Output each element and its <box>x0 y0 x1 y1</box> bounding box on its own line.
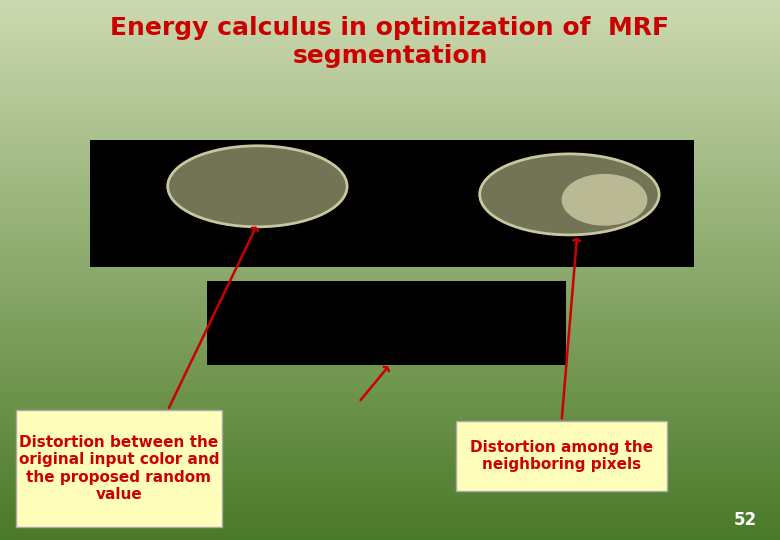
Bar <box>207 281 566 364</box>
Ellipse shape <box>562 174 647 226</box>
Ellipse shape <box>480 154 659 235</box>
Text: Energy calculus in optimization of  MRF
segmentation: Energy calculus in optimization of MRF s… <box>111 16 669 68</box>
Ellipse shape <box>168 146 347 227</box>
FancyBboxPatch shape <box>456 421 667 491</box>
Text: Distortion among the
neighboring pixels: Distortion among the neighboring pixels <box>470 440 653 472</box>
FancyBboxPatch shape <box>16 410 222 526</box>
Text: 52: 52 <box>733 511 757 529</box>
Bar <box>90 140 694 267</box>
Text: Distortion between the
original input color and
the proposed random
value: Distortion between the original input co… <box>19 435 219 502</box>
